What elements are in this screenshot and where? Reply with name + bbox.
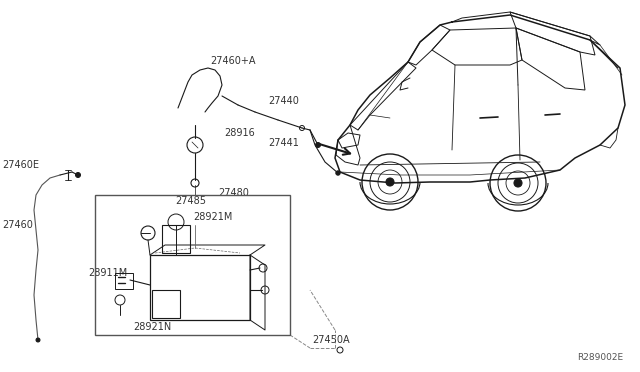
Circle shape bbox=[386, 178, 394, 186]
Circle shape bbox=[336, 171, 340, 175]
Text: 27480: 27480 bbox=[218, 188, 249, 198]
Bar bbox=[162, 225, 190, 253]
Text: 28916: 28916 bbox=[224, 128, 255, 138]
Text: 27460: 27460 bbox=[2, 220, 33, 230]
Text: 27460E: 27460E bbox=[2, 160, 39, 170]
Text: 27460+A: 27460+A bbox=[210, 56, 255, 66]
Bar bbox=[95, 195, 290, 335]
Bar bbox=[152, 290, 180, 318]
Text: 27441: 27441 bbox=[268, 138, 299, 148]
Circle shape bbox=[316, 142, 321, 148]
Text: 27440: 27440 bbox=[268, 96, 299, 106]
Circle shape bbox=[36, 338, 40, 342]
Text: 28921M: 28921M bbox=[193, 212, 232, 222]
Text: 27450A: 27450A bbox=[312, 335, 349, 345]
Circle shape bbox=[76, 173, 81, 177]
Circle shape bbox=[514, 179, 522, 187]
Text: 27485: 27485 bbox=[175, 196, 206, 206]
Text: 28911M: 28911M bbox=[88, 268, 127, 278]
Bar bbox=[150, 255, 250, 320]
Bar bbox=[115, 273, 133, 289]
Text: 28921N: 28921N bbox=[133, 322, 172, 332]
Text: R289002E: R289002E bbox=[577, 353, 623, 362]
